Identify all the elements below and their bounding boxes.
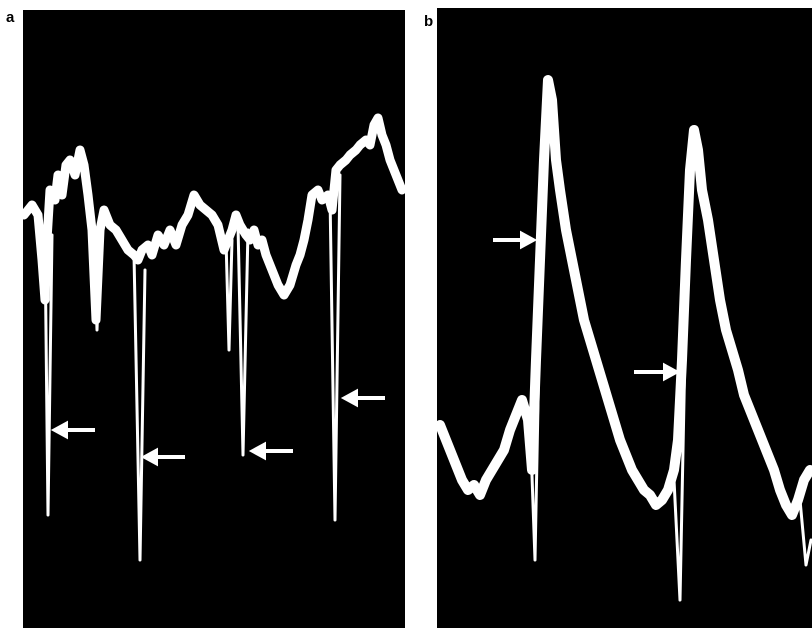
panel-label: b bbox=[424, 13, 433, 30]
panel-b: b bbox=[424, 8, 812, 628]
panel-background bbox=[23, 10, 405, 628]
panel-background bbox=[437, 8, 812, 628]
figure: a b bbox=[0, 0, 812, 628]
panel-label: a bbox=[6, 9, 15, 26]
panel-a: a bbox=[6, 9, 405, 628]
